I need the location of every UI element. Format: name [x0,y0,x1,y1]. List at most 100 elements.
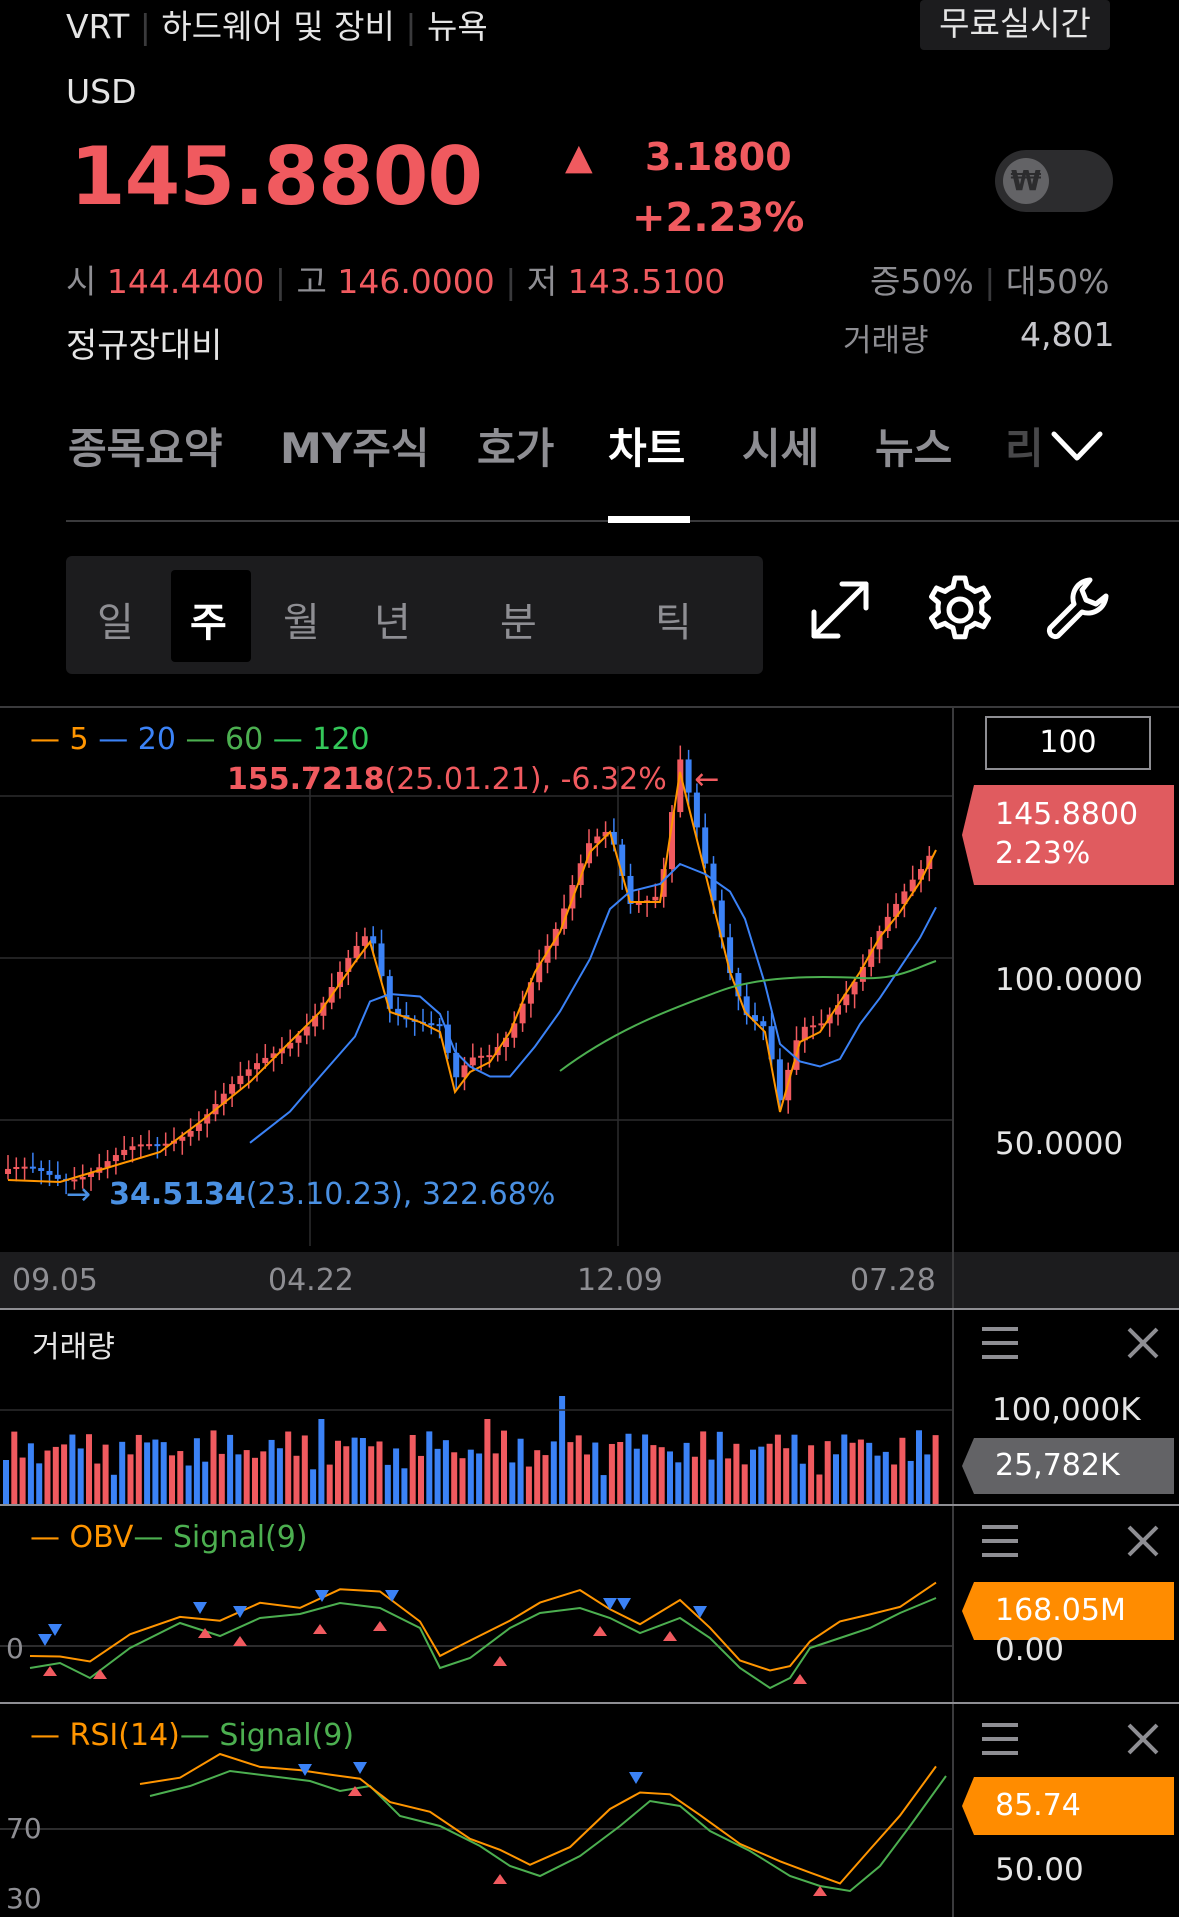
buy-signal-icon [373,1621,387,1631]
volume-bar [135,1434,142,1504]
max-info: (25.01.21), -6.32% [384,762,667,797]
expand-icon[interactable] [800,570,880,650]
volume-bar [301,1435,308,1504]
menu-icon[interactable] [980,1722,1020,1756]
volume-bar [783,1448,790,1504]
period-month[interactable]: 월 [283,600,320,646]
volume-bar [268,1439,275,1504]
obv-current: 168.05M [995,1593,1126,1628]
low-label: 저 [526,262,558,301]
candle-body [710,863,717,901]
volume-bar [484,1419,491,1504]
candle-body [835,1005,841,1015]
session-label: 정규장대비 [66,326,223,366]
candle-body [519,1003,526,1024]
candle-body [818,1023,825,1026]
candle-body [884,916,891,932]
volume-bar [675,1462,682,1504]
period-day[interactable]: 일 [97,600,134,646]
tab-orderbook[interactable]: 호가 [477,424,555,473]
volume-bar [185,1465,192,1504]
period-minute[interactable]: 분 [500,600,537,646]
chevron-down-icon[interactable] [1048,428,1106,464]
volume-bar [816,1474,823,1504]
menu-icon[interactable] [980,1524,1020,1558]
volume-bar [575,1435,582,1504]
currency-toggle[interactable]: ₩ [995,150,1113,212]
volume-bar [708,1459,715,1504]
close-icon[interactable] [1126,1524,1160,1558]
volume-bar [401,1468,408,1504]
tab-news[interactable]: 뉴스 [875,424,953,473]
tab-summary[interactable]: 종목요약 [68,424,223,473]
buy-signal-icon [93,1669,107,1679]
tab-more[interactable]: 리 [1005,424,1044,473]
volume-bar [11,1431,18,1504]
volume-bar [343,1446,350,1504]
menu-icon[interactable] [980,1326,1020,1360]
candle-body [270,1053,277,1058]
buy-signal-icon [813,1886,827,1896]
volume-bar [758,1446,765,1504]
volume-bar [177,1451,184,1504]
candle-body [594,836,601,844]
price-chart[interactable] [0,706,952,1246]
candle-body [71,1179,78,1182]
candle-body [320,1002,327,1016]
period-tick[interactable]: 틱 [655,600,692,646]
won-icon: ₩ [1003,158,1049,204]
volume-bar [824,1441,831,1504]
candle-body [104,1161,111,1168]
candle-body [859,966,866,982]
candle-body [262,1057,269,1064]
close-icon[interactable] [1126,1722,1160,1756]
tab-chart[interactable]: 차트 [608,424,686,473]
candle-body [88,1172,94,1177]
candle-body [702,827,709,864]
volume-bar [160,1442,167,1504]
candle-body [851,981,858,995]
tab-my-stock[interactable]: MY주식 [280,424,430,473]
volume-chart[interactable] [0,1310,952,1504]
ma20-line [249,862,937,1144]
y-axis-label: 50.0000 [995,1126,1124,1162]
rsi-chart[interactable] [0,1704,952,1917]
realtime-badge[interactable]: 무료실시간 [920,0,1110,50]
volume-bar [492,1453,499,1504]
rsi-current: 85.74 [995,1788,1081,1823]
currency-label: USD [66,72,137,111]
candle-body [287,1042,294,1049]
volume-bar [534,1450,541,1504]
ma5-legend: — 5 [30,722,89,757]
volume-bar [907,1460,914,1504]
period-week[interactable]: 주 [190,600,227,646]
volume-bar [243,1450,250,1504]
close-icon[interactable] [1126,1326,1160,1360]
volume-bar [310,1469,317,1504]
volume-bar [650,1445,657,1504]
volume-bar [293,1455,300,1504]
period-count-box[interactable]: 100 [985,716,1151,770]
gear-icon[interactable] [920,570,1000,650]
candle-body [378,943,385,977]
candle-body [137,1144,144,1147]
ma120-legend: — 120 [272,722,370,757]
volume-bar [3,1460,9,1504]
candle-body [121,1149,128,1156]
ratio-row: 증50% | 대50% [870,262,1110,301]
obv-chart[interactable] [0,1506,952,1702]
buy-signal-icon [593,1626,607,1636]
candle-body [536,962,543,983]
candle-body [619,844,626,876]
candle-body [511,1023,518,1038]
volume-bar [169,1455,175,1504]
volume-bar [442,1440,449,1504]
wrench-icon[interactable] [1038,570,1118,650]
tab-quotes[interactable]: 시세 [742,424,820,473]
volume-current: 25,782K [995,1448,1120,1483]
candle-body [79,1176,86,1180]
price-change: 3.1800 [645,135,792,179]
period-active-bg [171,570,251,662]
period-year[interactable]: 년 [374,600,411,646]
sell-signal-icon [629,1772,643,1784]
